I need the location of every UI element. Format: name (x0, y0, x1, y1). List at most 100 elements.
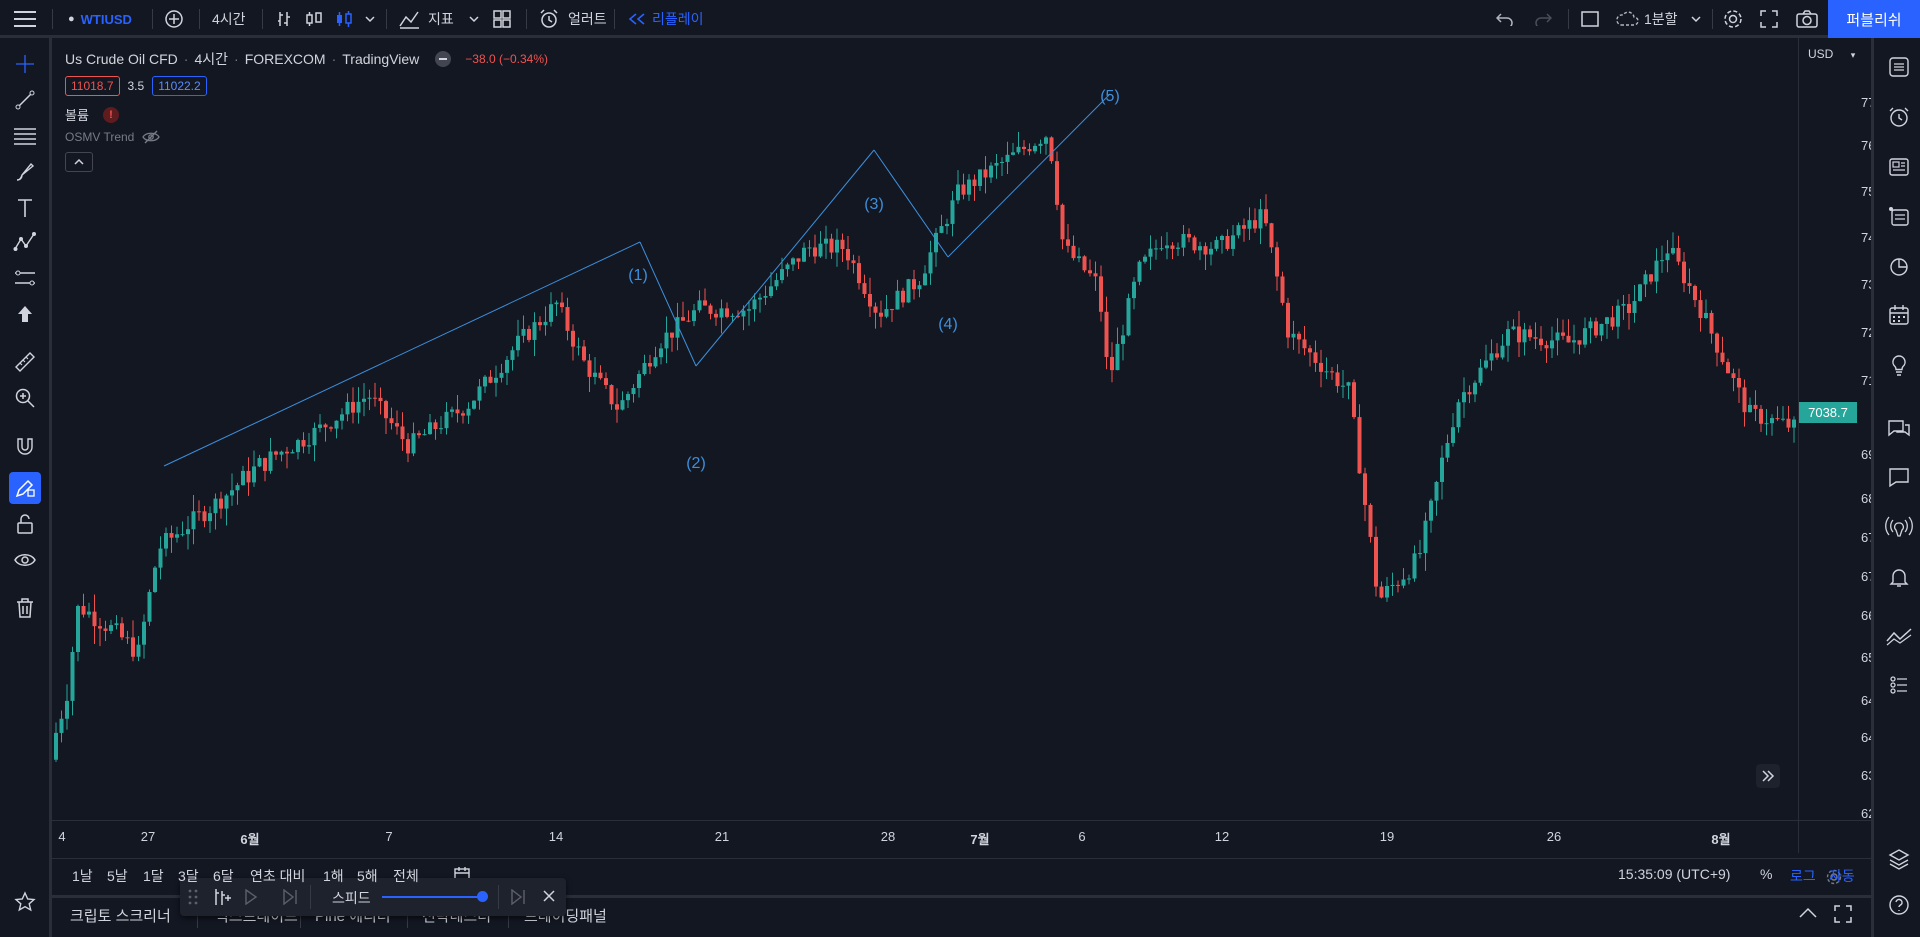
step-forward-icon[interactable] (282, 889, 300, 905)
speed-slider-track[interactable] (382, 896, 482, 898)
text-tool-icon[interactable] (11, 194, 39, 222)
ruler-icon[interactable] (11, 348, 39, 376)
help-icon[interactable] (1884, 890, 1914, 920)
star-icon[interactable] (11, 888, 39, 916)
eye-icon[interactable] (11, 546, 39, 574)
drag-handle-icon[interactable] (188, 888, 198, 906)
ask-button[interactable]: 11022.2 (152, 76, 207, 96)
messages-icon[interactable] (1884, 462, 1914, 492)
bar-style-hollow-icon[interactable] (304, 0, 324, 38)
log-toggle[interactable]: 로그 (1790, 868, 1816, 884)
trash-icon[interactable] (11, 594, 39, 622)
undo-icon[interactable] (1496, 0, 1514, 38)
watchlist-icon[interactable] (1884, 52, 1914, 82)
fullscreen-icon[interactable] (1760, 0, 1778, 38)
range-button[interactable]: 5날 (107, 868, 128, 884)
streams-icon[interactable] (1884, 512, 1914, 542)
zoom-in-icon[interactable] (11, 384, 39, 412)
price-change: −38.0 (−0.34%) (465, 52, 549, 66)
range-button[interactable]: 1날 (72, 868, 93, 884)
time-label: 7월 (970, 832, 990, 847)
prediction-tool-icon[interactable] (11, 264, 39, 292)
trend-line-icon[interactable] (11, 86, 39, 114)
range-button[interactable]: 5해 (357, 868, 378, 884)
market-status-icon[interactable] (435, 51, 452, 67)
layout-templates-icon[interactable] (492, 0, 512, 38)
notifications-bell-icon[interactable] (1884, 562, 1914, 592)
replay-button[interactable]: 리플레이 (628, 0, 704, 38)
speed-slider-thumb[interactable] (477, 891, 488, 902)
volume-indicator-row[interactable]: 볼륨 ! (65, 105, 119, 124)
dom-order-book-icon[interactable] (1884, 670, 1914, 700)
bid-button[interactable]: 11018.7 (65, 76, 120, 96)
range-button[interactable]: 3달 (178, 868, 199, 884)
stay-in-drawing-mode-icon[interactable] (9, 472, 41, 504)
pattern-tool-icon[interactable] (11, 228, 39, 256)
wave-label-2[interactable]: (2) (686, 455, 706, 472)
jump-to-realtime-icon[interactable] (510, 889, 528, 905)
collapse-panel-icon[interactable] (1798, 906, 1818, 920)
price-scale[interactable] (1798, 38, 1872, 853)
calendar-icon[interactable] (1884, 300, 1914, 330)
publish-button[interactable]: 퍼블리쉬 (1828, 0, 1920, 38)
camera-icon[interactable] (1796, 0, 1818, 38)
news-icon[interactable] (1884, 152, 1914, 182)
redo-icon[interactable] (1534, 0, 1552, 38)
maximize-panel-icon[interactable] (1834, 905, 1852, 923)
chats-icon[interactable] (1884, 414, 1914, 444)
pine-screener-icon[interactable] (1884, 622, 1914, 652)
bar-style-candles-icon[interactable] (276, 0, 296, 38)
osmv-indicator-row[interactable]: OSMV Trend (65, 130, 161, 144)
play-icon[interactable] (244, 889, 258, 905)
clock-display[interactable]: 15:35:09 (UTC+9) (1618, 866, 1731, 882)
range-button[interactable]: 1달 (143, 868, 164, 884)
compare-add-button[interactable] (164, 0, 184, 38)
brush-icon[interactable] (11, 158, 39, 186)
chart-pane[interactable]: Us Crude Oil CFD · 4시간 · FOREXCOM · Trad… (52, 38, 1901, 885)
symbol-search-button[interactable]: ● WTIUSD (68, 0, 132, 38)
range-button[interactable]: 6달 (213, 868, 234, 884)
settings-gear-icon[interactable] (1722, 0, 1744, 38)
layout-select-icon[interactable] (1580, 0, 1600, 38)
ideas-lightbulb-icon[interactable] (1884, 350, 1914, 380)
fib-retracement-icon[interactable] (11, 122, 39, 150)
range-bar (52, 858, 1871, 893)
chevron-down-icon[interactable] (1690, 0, 1702, 38)
object-tree-icon[interactable] (1884, 202, 1914, 232)
scale-settings-icon[interactable] (1825, 868, 1843, 886)
currency-selector[interactable]: USD ▾ (1808, 47, 1855, 61)
cloud-icon (1616, 11, 1639, 26)
arrow-up-icon[interactable] (11, 300, 39, 328)
wave-label-4[interactable]: (4) (938, 316, 958, 333)
layers-icon[interactable] (1884, 844, 1914, 874)
chevron-down-icon[interactable] (468, 0, 480, 38)
wave-label-5[interactable]: (5) (1100, 88, 1120, 105)
range-button[interactable]: 1해 (323, 868, 344, 884)
collapse-legend-button[interactable] (65, 152, 93, 172)
error-icon[interactable]: ! (102, 106, 119, 123)
interval-button[interactable]: 4시간 (212, 0, 246, 38)
data-window-icon[interactable] (1884, 252, 1914, 282)
bar-style-active-icon[interactable] (334, 0, 354, 38)
bottom-tab[interactable]: 크립토 스크리너 (70, 908, 171, 925)
close-icon[interactable] (542, 889, 556, 903)
wave-label-3[interactable]: (3) (864, 196, 884, 213)
select-bar-icon[interactable] (212, 887, 234, 907)
range-button[interactable]: 연초 대비 (250, 868, 306, 884)
scroll-to-realtime-button[interactable] (1756, 764, 1780, 788)
wave-label-1[interactable]: (1) (628, 267, 648, 284)
cloud-save-button[interactable]: 1분할 (1614, 0, 1678, 38)
menu-icon[interactable] (14, 0, 36, 38)
alerts-clock-icon[interactable] (1884, 102, 1914, 132)
percent-toggle[interactable]: % (1760, 866, 1773, 882)
lock-icon[interactable] (11, 510, 39, 538)
crosshair-icon[interactable] (11, 50, 39, 78)
chevron-down-icon[interactable] (364, 0, 376, 38)
alerts-button[interactable]: 얼러트 (538, 0, 607, 38)
magnet-icon[interactable] (11, 432, 39, 460)
auto-toggle[interactable]: 자동 (1829, 868, 1855, 884)
eye-off-icon[interactable] (142, 130, 161, 144)
time-label: 26 (1546, 829, 1562, 844)
indicators-button[interactable]: 지표 (398, 0, 454, 38)
range-button[interactable]: 전체 (393, 868, 419, 884)
